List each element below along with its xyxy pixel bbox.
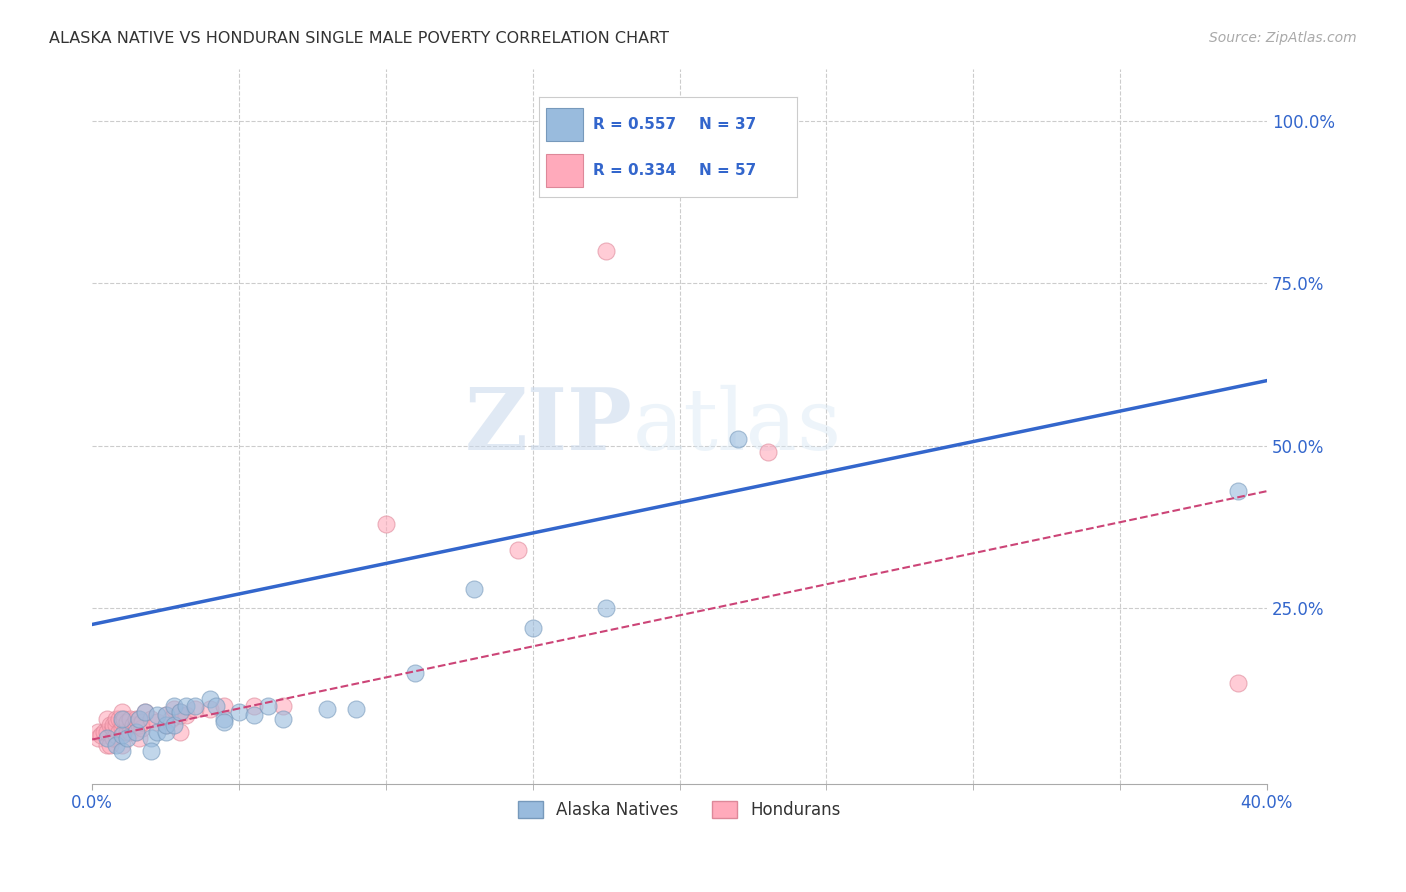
Point [163, 702, 186, 716]
Point [114, 724, 136, 739]
Point [104, 712, 127, 726]
Point [104, 728, 127, 742]
Point [110, 728, 132, 742]
Point [1226, 676, 1249, 690]
Point [87, 731, 110, 746]
Point [125, 712, 148, 726]
Point [271, 712, 294, 726]
Point [96, 731, 118, 746]
Point [110, 722, 132, 736]
Point [128, 712, 150, 726]
Point [155, 724, 177, 739]
Legend: Alaska Natives, Hondurans: Alaska Natives, Hondurans [512, 794, 848, 825]
Point [169, 705, 191, 719]
Point [169, 708, 191, 723]
Point [114, 712, 136, 726]
Point [134, 705, 156, 719]
Point [214, 712, 236, 726]
Point [139, 712, 162, 726]
Point [117, 724, 139, 739]
Point [131, 714, 153, 729]
Point [120, 712, 142, 726]
Point [198, 702, 221, 716]
Point [146, 724, 169, 739]
Point [139, 731, 162, 746]
Point [316, 702, 339, 716]
Text: Source: ZipAtlas.com: Source: ZipAtlas.com [1209, 31, 1357, 45]
Point [96, 724, 118, 739]
Point [87, 724, 110, 739]
Point [128, 712, 150, 726]
Point [104, 718, 127, 732]
Point [204, 698, 226, 713]
Point [727, 432, 749, 446]
Point [214, 698, 236, 713]
Point [228, 705, 250, 719]
Point [346, 702, 368, 716]
Point [139, 744, 162, 758]
Point [117, 731, 139, 746]
Point [134, 705, 156, 719]
Point [506, 542, 529, 557]
Point [184, 702, 207, 716]
Point [1226, 484, 1249, 499]
Point [110, 744, 132, 758]
Point [98, 738, 121, 752]
Point [155, 718, 177, 732]
Point [101, 722, 124, 736]
Point [163, 698, 186, 713]
Point [128, 718, 150, 732]
Point [101, 731, 124, 746]
Point [169, 705, 191, 719]
Point [101, 718, 124, 732]
Point [169, 724, 191, 739]
Point [374, 516, 396, 531]
Point [198, 692, 221, 706]
Point [242, 698, 264, 713]
Point [155, 718, 177, 732]
Point [90, 728, 112, 742]
Point [125, 718, 148, 732]
Point [117, 714, 139, 729]
Point [242, 708, 264, 723]
Point [128, 731, 150, 746]
Point [146, 708, 169, 723]
Point [155, 708, 177, 723]
Text: atlas: atlas [633, 384, 842, 467]
Point [163, 718, 186, 732]
Point [110, 705, 132, 719]
Point [110, 712, 132, 726]
Point [120, 724, 142, 739]
Point [184, 698, 207, 713]
Point [595, 601, 617, 615]
Point [404, 666, 426, 681]
Point [125, 724, 148, 739]
Point [160, 712, 183, 726]
Point [174, 698, 197, 713]
Point [110, 738, 132, 752]
Point [98, 718, 121, 732]
Point [93, 724, 115, 739]
Point [110, 714, 132, 729]
Text: ALASKA NATIVE VS HONDURAN SINGLE MALE POVERTY CORRELATION CHART: ALASKA NATIVE VS HONDURAN SINGLE MALE PO… [49, 31, 669, 46]
Point [96, 712, 118, 726]
Point [107, 712, 129, 726]
Point [104, 738, 127, 752]
Point [522, 621, 544, 635]
Point [463, 582, 485, 596]
Point [96, 738, 118, 752]
Point [271, 698, 294, 713]
Point [146, 714, 169, 729]
Point [122, 718, 145, 732]
Point [756, 445, 779, 459]
Point [107, 724, 129, 739]
Point [155, 708, 177, 723]
Point [214, 714, 236, 729]
Point [174, 708, 197, 723]
Text: ZIP: ZIP [465, 384, 633, 468]
Point [125, 724, 148, 739]
Point [595, 244, 617, 258]
Point [257, 698, 280, 713]
Point [131, 722, 153, 736]
